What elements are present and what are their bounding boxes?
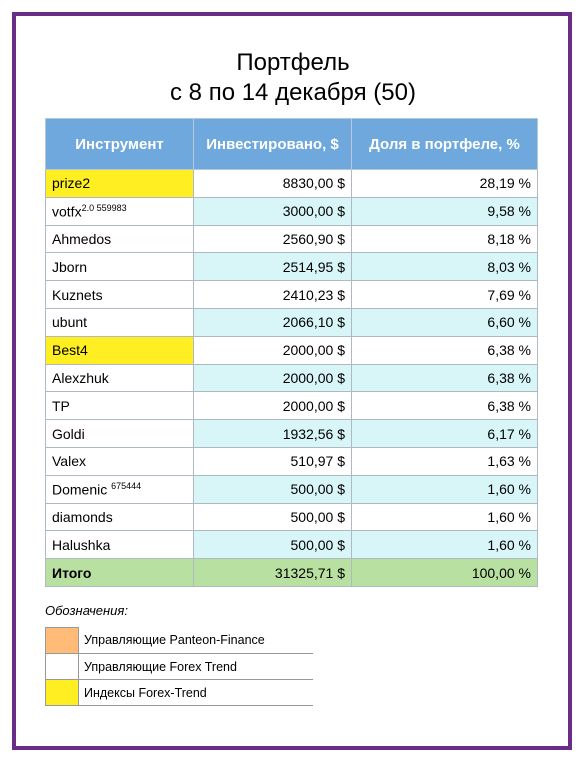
cell-instrument: Halushka	[45, 530, 194, 560]
legend-label: Управляющие Forex Trend	[78, 653, 313, 680]
legend-item: Управляющие Forex Trend	[45, 653, 313, 680]
cell-invested: 2560,90 $	[193, 224, 352, 254]
cell-invested: 2066,10 $	[193, 307, 352, 337]
legend-item: Управляющие Panteon-Finance	[45, 627, 313, 654]
cell-invested: 2000,00 $	[193, 335, 352, 365]
cell-share: 1,60 %	[351, 530, 538, 560]
table-row: Valex 510,97 $1,63 %	[45, 446, 538, 476]
cell-invested: 3000,00 $	[193, 196, 352, 226]
instrument-name: Kuznets	[52, 286, 103, 303]
cell-invested: 8830,00 $	[193, 169, 352, 198]
cell-invested: 2000,00 $	[193, 391, 352, 421]
instrument-name: Domenic	[52, 481, 112, 498]
cell-invested: 2514,95 $	[193, 252, 352, 282]
instrument-name: Jborn	[52, 258, 88, 275]
instrument-name: Ahmedos	[52, 230, 112, 247]
table-row: TP 2000,00 $6,38 %	[45, 391, 538, 421]
legend-item: Индексы Forex-Trend	[45, 679, 313, 706]
legend-swatch	[45, 679, 79, 706]
total-invested: 31325,71 $	[193, 558, 352, 587]
cell-instrument: Jborn	[45, 252, 194, 282]
legend-title: Обозначения:	[45, 603, 128, 618]
header-instrument: Инструмент	[45, 118, 194, 170]
page-title: Портфель с 8 по 14 декабря (50)	[0, 48, 586, 108]
cell-instrument: Alexzhuk	[45, 363, 194, 393]
total-share: 100,00 %	[351, 558, 538, 587]
instrument-name: ubunt	[52, 314, 88, 331]
table-row: Goldi 1932,56 $6,17 %	[45, 419, 538, 448]
cell-instrument: prize2	[45, 169, 194, 198]
header-share: Доля в портфеле, %	[351, 118, 538, 170]
table-row: Ahmedos 2560,90 $8,18 %	[45, 224, 538, 254]
cell-instrument: Domenic 675444	[45, 474, 194, 504]
cell-share: 6,60 %	[351, 307, 538, 337]
cell-share: 8,18 %	[351, 224, 538, 254]
cell-share: 7,69 %	[351, 280, 538, 309]
table-row: Halushka 500,00 $1,60 %	[45, 530, 538, 560]
table-row: Alexzhuk 2000,00 $6,38 %	[45, 363, 538, 393]
cell-instrument: votfx2.0 559983	[45, 196, 194, 226]
cell-invested: 2000,00 $	[193, 363, 352, 393]
instrument-name: prize2	[52, 175, 91, 192]
title-line-2: с 8 по 14 декабря (50)	[170, 79, 416, 106]
cell-share: 6,38 %	[351, 363, 538, 393]
cell-instrument: Ahmedos	[45, 224, 194, 254]
instrument-superscript: 2.0 559983	[81, 202, 127, 213]
cell-instrument: Best4	[45, 335, 194, 365]
cell-invested: 500,00 $	[193, 474, 352, 504]
cell-instrument: Kuznets	[45, 280, 194, 309]
cell-instrument: Goldi	[45, 419, 194, 448]
cell-share: 6,38 %	[351, 391, 538, 421]
legend-table: Управляющие Panteon-Finance Управляющие F…	[45, 627, 313, 706]
instrument-name: diamonds	[52, 508, 113, 525]
table-header-row: Инструмент Инвестировано, $ Доля в портф…	[45, 118, 538, 170]
legend-label: Управляющие Panteon-Finance	[78, 627, 313, 654]
legend-swatch	[45, 653, 79, 680]
total-row: Итого 31325,71 $100,00 %	[45, 558, 538, 587]
cell-instrument: Valex	[45, 446, 194, 476]
cell-share: 8,03 %	[351, 252, 538, 282]
cell-invested: 2410,23 $	[193, 280, 352, 309]
cell-invested: 500,00 $	[193, 502, 352, 532]
table-row: Kuznets 2410,23 $7,69 %	[45, 280, 538, 309]
instrument-name: TP	[52, 397, 70, 414]
cell-share: 6,17 %	[351, 419, 538, 448]
total-label: Итого	[45, 558, 194, 587]
table-row: prize2 8830,00 $28,19 %	[45, 169, 538, 198]
instrument-name: Best4	[52, 342, 88, 359]
instrument-name: Valex	[52, 453, 86, 470]
instrument-name: Halushka	[52, 536, 111, 553]
title-line-1: Портфель	[236, 49, 350, 76]
instrument-name: Alexzhuk	[52, 369, 109, 386]
cell-share: 1,60 %	[351, 502, 538, 532]
cell-share: 28,19 %	[351, 169, 538, 198]
table-row: diamonds 500,00 $1,60 %	[45, 502, 538, 532]
cell-instrument: TP	[45, 391, 194, 421]
instrument-superscript: 675444	[111, 480, 142, 491]
table-row: ubunt 2066,10 $6,60 %	[45, 307, 538, 337]
cell-share: 1,63 %	[351, 446, 538, 476]
cell-instrument: ubunt	[45, 307, 194, 337]
table-row: Jborn 2514,95 $8,03 %	[45, 252, 538, 282]
cell-invested: 1932,56 $	[193, 419, 352, 448]
cell-invested: 500,00 $	[193, 530, 352, 560]
cell-invested: 510,97 $	[193, 446, 352, 476]
cell-share: 9,58 %	[351, 196, 538, 226]
table-row: votfx2.0 559983 3000,00 $9,58 %	[45, 196, 538, 226]
cell-instrument: diamonds	[45, 502, 194, 532]
table-row: Domenic 675444 500,00 $1,60 %	[45, 474, 538, 504]
legend-swatch	[45, 627, 79, 654]
instrument-name: votfx	[52, 203, 82, 220]
legend-label: Индексы Forex-Trend	[78, 679, 313, 706]
header-invested: Инвестировано, $	[193, 118, 352, 170]
cell-share: 1,60 %	[351, 474, 538, 504]
instrument-name: Goldi	[52, 425, 85, 442]
table-row: Best4 2000,00 $6,38 %	[45, 335, 538, 365]
cell-share: 6,38 %	[351, 335, 538, 365]
portfolio-table: Инструмент Инвестировано, $ Доля в портф…	[45, 118, 538, 587]
